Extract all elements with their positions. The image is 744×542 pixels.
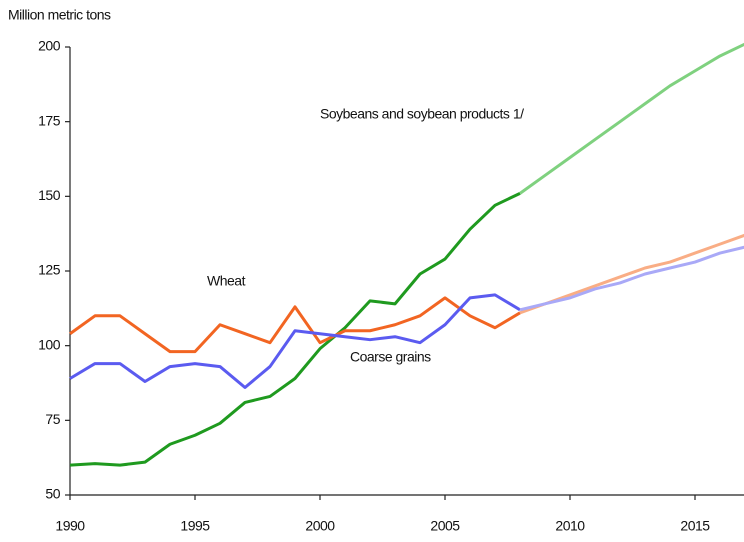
series-line	[69, 293, 521, 389]
series-label: Wheat	[207, 273, 246, 289]
y-tick-label: 200	[38, 38, 61, 54]
y-tick-label: 175	[38, 112, 61, 128]
series-line	[69, 296, 521, 354]
series-label: Coarse grains	[350, 349, 431, 365]
y-tick-label: 125	[38, 262, 61, 278]
x-tick-label: 2015	[680, 518, 710, 534]
y-tick-label: 75	[45, 411, 60, 427]
series-line	[519, 245, 744, 312]
x-tick-label: 1990	[55, 518, 85, 534]
y-tick-label: 150	[38, 187, 61, 203]
x-tick-label: 1995	[180, 518, 210, 534]
y-axis-label: Million metric tons	[8, 7, 111, 23]
series-line	[519, 42, 744, 195]
y-tick-label: 50	[45, 486, 60, 502]
y-tick-label: 100	[38, 336, 61, 352]
x-tick-label: 2000	[305, 518, 335, 534]
x-tick-label: 2010	[555, 518, 585, 534]
series-label: Soybeans and soybean products 1/	[320, 106, 524, 122]
x-tick-label: 2005	[430, 518, 460, 534]
series-line	[69, 191, 521, 467]
